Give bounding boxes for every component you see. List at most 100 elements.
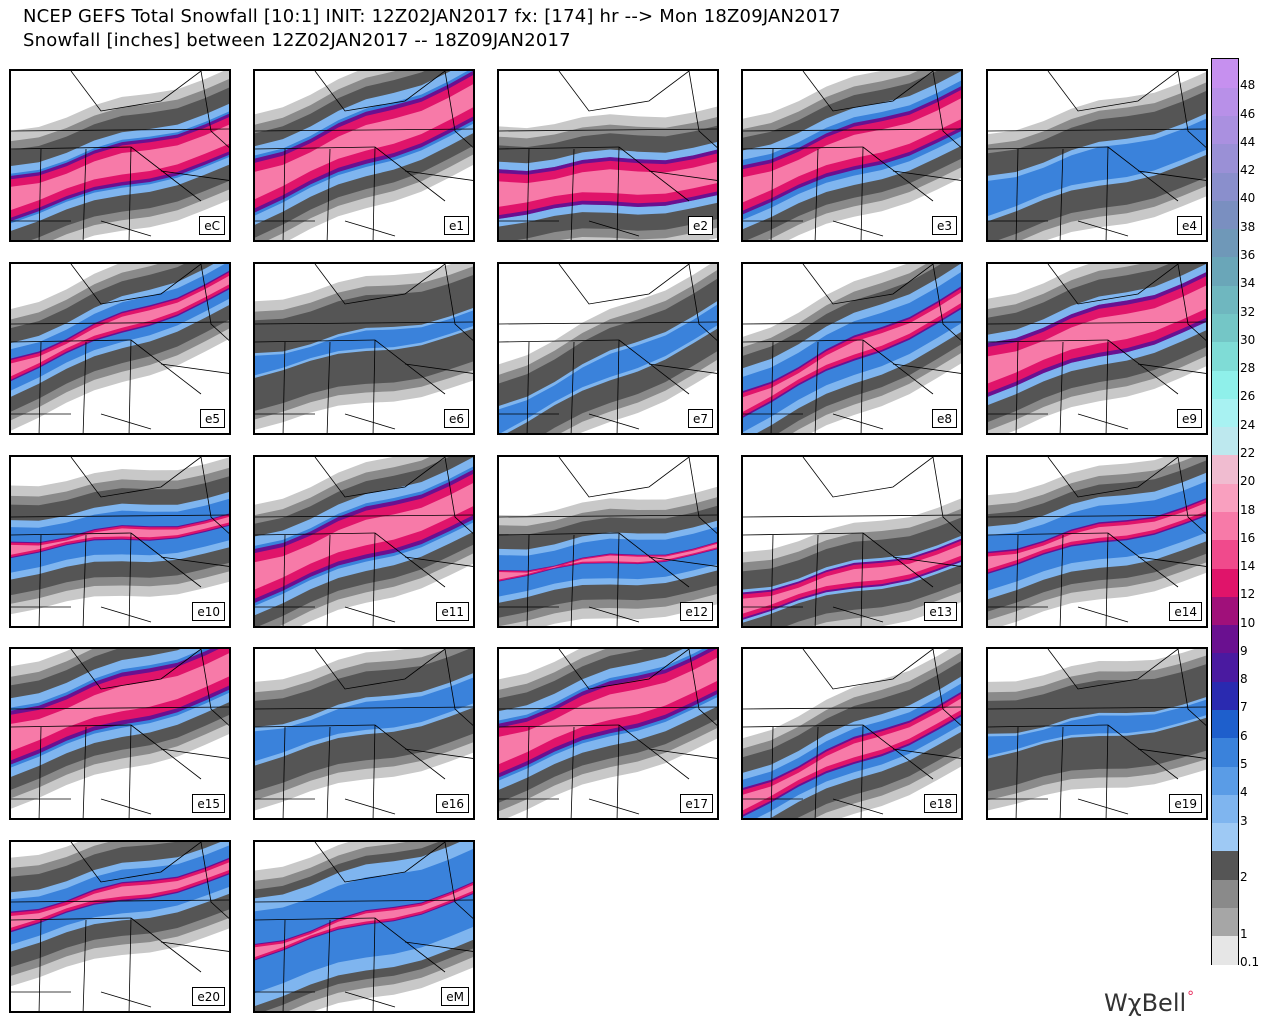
state-border-0 bbox=[499, 514, 717, 518]
state-border-8 bbox=[200, 71, 229, 148]
state-border-10 bbox=[832, 220, 884, 237]
state-border-6 bbox=[648, 748, 717, 759]
state-border-10 bbox=[344, 413, 396, 430]
scale-swatch bbox=[1211, 313, 1239, 343]
state-border-10 bbox=[344, 991, 396, 1008]
panel-e6: e6 bbox=[253, 262, 475, 435]
state-border-1 bbox=[988, 146, 1109, 150]
state-border-2 bbox=[282, 726, 286, 818]
state-border-0 bbox=[743, 706, 961, 710]
state-border-1 bbox=[743, 532, 864, 536]
state-border-3 bbox=[1059, 534, 1064, 626]
state-border-8 bbox=[200, 842, 229, 919]
snow-contour-7 bbox=[743, 698, 961, 811]
state-border-6 bbox=[404, 556, 473, 567]
panel-e17: e17 bbox=[497, 647, 719, 820]
scale-swatch bbox=[1211, 596, 1239, 626]
state-border-2 bbox=[526, 534, 530, 626]
state-border-2 bbox=[770, 148, 774, 240]
snow-contour-6 bbox=[499, 542, 717, 581]
state-border-10 bbox=[1077, 220, 1129, 237]
state-border-6 bbox=[892, 556, 961, 567]
state-border-2 bbox=[1015, 341, 1019, 433]
state-border-6 bbox=[1137, 170, 1206, 181]
scale-swatch bbox=[1211, 115, 1239, 145]
state-border-4 bbox=[1105, 532, 1109, 626]
scale-swatch bbox=[1211, 426, 1239, 456]
state-border-8 bbox=[1177, 457, 1206, 534]
scale-swatch bbox=[1211, 850, 1239, 880]
state-border-0 bbox=[499, 128, 717, 132]
scale-swatch bbox=[1211, 568, 1239, 597]
state-border-3 bbox=[326, 341, 331, 433]
scale-tick-label: 18 bbox=[1240, 502, 1256, 517]
scale-swatch bbox=[1211, 737, 1239, 767]
state-border-8 bbox=[1177, 71, 1206, 148]
panel-label: eC bbox=[199, 216, 225, 235]
state-border-0 bbox=[255, 514, 473, 518]
panel-e3: e3 bbox=[741, 69, 963, 242]
scale-swatch bbox=[1211, 766, 1239, 795]
scale-swatch bbox=[1211, 624, 1239, 654]
state-border-10 bbox=[100, 606, 152, 623]
state-border-10 bbox=[588, 606, 640, 623]
scale-swatch bbox=[1211, 398, 1239, 428]
scale-swatch bbox=[1211, 143, 1239, 173]
state-border-6 bbox=[892, 170, 961, 181]
snowfall-map bbox=[499, 71, 717, 240]
scale-swatch bbox=[1211, 200, 1239, 230]
panel-eM: eM bbox=[253, 840, 475, 1013]
scale-tick-label: 2 bbox=[1240, 870, 1248, 885]
panel-label: e4 bbox=[1176, 216, 1202, 235]
scale-swatch bbox=[1211, 483, 1239, 512]
panel-label: e14 bbox=[1169, 602, 1202, 621]
state-border-3 bbox=[82, 534, 87, 626]
scale-tick-label: 42 bbox=[1240, 163, 1256, 178]
state-border-5 bbox=[862, 724, 934, 780]
scale-tick-label: 38 bbox=[1240, 219, 1256, 234]
state-border-1 bbox=[255, 917, 376, 921]
scale-tick-label: 9 bbox=[1240, 643, 1248, 658]
state-border-1 bbox=[11, 146, 132, 150]
state-border-6 bbox=[892, 363, 961, 374]
snowfall-map bbox=[988, 71, 1206, 240]
scale-tick-label: 40 bbox=[1240, 191, 1256, 206]
state-border-8 bbox=[200, 649, 229, 726]
state-border-4 bbox=[860, 724, 864, 818]
snow-contour-7 bbox=[255, 483, 473, 590]
snowfall-map bbox=[11, 71, 229, 240]
state-border-8 bbox=[1177, 649, 1206, 726]
scale-swatch bbox=[1211, 172, 1239, 201]
state-border-5 bbox=[862, 339, 934, 395]
chart-subtitle: Snowfall [inches] between 12Z02JAN2017 -… bbox=[23, 30, 571, 51]
state-border-3 bbox=[1059, 726, 1064, 818]
state-border-3 bbox=[1059, 148, 1064, 240]
scale-swatch bbox=[1211, 511, 1239, 541]
state-border-5 bbox=[374, 724, 446, 780]
state-border-6 bbox=[404, 363, 473, 374]
state-border-6 bbox=[1137, 556, 1206, 567]
state-border-8 bbox=[444, 457, 473, 534]
scale-tick-label: 12 bbox=[1240, 587, 1256, 602]
snow-contour-4 bbox=[499, 304, 717, 433]
state-border-6 bbox=[648, 170, 717, 181]
state-border-2 bbox=[38, 726, 42, 818]
state-border-5 bbox=[374, 339, 446, 395]
state-border-3 bbox=[814, 341, 819, 433]
state-border-0 bbox=[255, 706, 473, 710]
snow-contour-7 bbox=[743, 292, 961, 412]
state-border-6 bbox=[404, 748, 473, 759]
state-border-5 bbox=[1107, 532, 1179, 588]
state-border-3 bbox=[814, 534, 819, 626]
state-border-7 bbox=[70, 842, 202, 883]
state-border-3 bbox=[82, 726, 87, 818]
state-border-8 bbox=[932, 457, 961, 534]
scale-tick-label: 7 bbox=[1240, 700, 1248, 715]
scale-swatch bbox=[1211, 59, 1239, 88]
scale-swatch bbox=[1211, 539, 1239, 569]
state-border-4 bbox=[860, 532, 864, 626]
state-border-0 bbox=[988, 514, 1206, 518]
state-border-7 bbox=[314, 71, 446, 112]
state-border-1 bbox=[255, 532, 376, 536]
state-border-3 bbox=[82, 148, 87, 240]
